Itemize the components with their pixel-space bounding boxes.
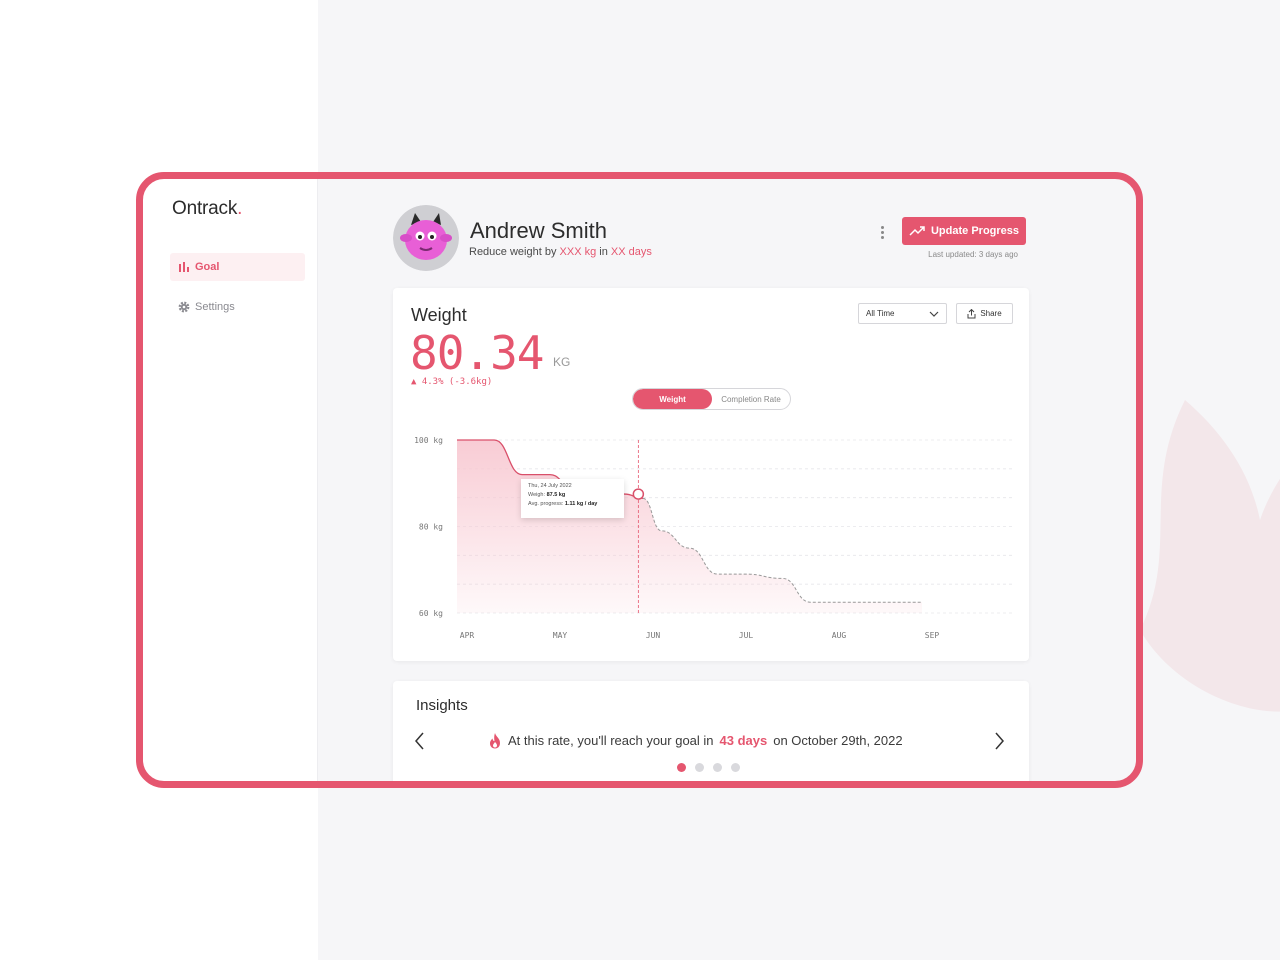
card-title: Weight [411, 305, 467, 325]
pagination-dots [677, 763, 740, 772]
more-dot [880, 225, 884, 229]
insight-prefix: At this rate, you'll reach your goal in [508, 733, 714, 748]
x-tick-label: JUL [739, 631, 754, 640]
x-tick-label: AUG [832, 631, 847, 640]
update-progress-label: Update Progress [930, 225, 1020, 237]
goal-mid: in [599, 246, 608, 258]
insights-title: Insights [416, 697, 468, 714]
triangle-up-icon: ▲ [411, 377, 417, 387]
goal-days: XX days [610, 246, 652, 258]
sidebar-item-label: Goal [195, 261, 220, 273]
y-tick-label: 100 kg [414, 436, 443, 445]
y-axis-ticks: 100 kg 80 kg 60 kg [414, 436, 443, 618]
update-progress-button[interactable]: Update Progress [902, 217, 1026, 245]
x-tick-label: SEP [925, 631, 940, 640]
y-tick-label: 80 kg [419, 523, 443, 532]
chart-toggle: Weight Completion Rate [632, 388, 791, 410]
tooltip-progress-label: Avg. progress: [528, 501, 564, 507]
more-dot [880, 230, 884, 234]
share-button[interactable]: Share [956, 303, 1013, 324]
background-flame-icon [1140, 400, 1280, 712]
avatar [393, 205, 459, 271]
tooltip-weight: Weigh: 87.5 kg [528, 492, 617, 498]
sidebar-item-settings[interactable]: Settings [170, 293, 305, 321]
flame-icon [490, 733, 500, 749]
user-goal: Reduce weight by XXX kg in XX days [469, 246, 652, 258]
weight-unit: KG [553, 355, 571, 369]
time-range-select[interactable]: All Time [858, 303, 947, 324]
pagination-dot[interactable] [695, 763, 704, 772]
sidebar: Ontrack. Goal Settings [140, 176, 318, 784]
sidebar-item-label: Settings [195, 301, 235, 313]
weight-delta: ▲ 4.3% (-3.6kg) [411, 377, 492, 387]
more-options-button[interactable] [872, 222, 892, 242]
time-range-value: All Time [866, 309, 895, 318]
goal-prefix: Reduce weight by [469, 246, 557, 258]
pagination-dot[interactable] [677, 763, 686, 772]
weight-delta-text: 4.3% (-3.6kg) [421, 377, 493, 387]
user-name: Andrew Smith [470, 218, 607, 243]
toggle-completion-rate[interactable]: Completion Rate [721, 394, 781, 404]
bar-chart-icon [179, 262, 189, 272]
tooltip-progress-value: 1.11 kg / day [564, 501, 598, 507]
more-dot [880, 235, 884, 239]
chevron-down-icon [929, 311, 939, 317]
x-axis-ticks: APR MAY JUN JUL AUG SEP [460, 631, 940, 640]
pagination-dot[interactable] [713, 763, 722, 772]
logo-text: Ontrack [172, 198, 238, 219]
weight-card: Weight 80.34 KG ▲ 4.3% (-3.6kg) All Time… [393, 288, 1029, 661]
pagination-dot[interactable] [731, 763, 740, 772]
logo-dot: . [237, 198, 243, 219]
tooltip-progress: Avg. progress: 1.11 kg / day [528, 501, 617, 507]
chevron-left-icon[interactable] [412, 730, 428, 752]
gear-icon [178, 301, 190, 313]
tooltip-weight-label: Weigh: [528, 492, 546, 498]
tooltip-weight-value: 87.5 kg [546, 492, 566, 498]
weight-value: 80.34 [410, 326, 544, 380]
chevron-right-icon[interactable] [991, 730, 1007, 752]
share-label: Share [980, 309, 1002, 318]
insights-card: Insights At this rate, you'll reach your… [393, 681, 1029, 784]
y-tick-label: 60 kg [419, 609, 443, 618]
share-icon [967, 308, 976, 318]
goal-amount: XXX kg [559, 246, 597, 258]
chart-area [457, 440, 922, 613]
highlight-point[interactable] [632, 488, 645, 500]
weight-chart: APR MAY JUN JUL AUG SEP 100 kg 80 kg 60 kg [414, 436, 1013, 640]
x-tick-label: APR [460, 631, 475, 640]
insight-text: At this rate, you'll reach your goal in … [488, 732, 903, 749]
insight-days: 43 days [719, 733, 768, 748]
x-tick-label: MAY [553, 631, 568, 640]
toggle-weight[interactable]: Weight [633, 389, 712, 409]
sidebar-item-goal[interactable]: Goal [170, 253, 305, 281]
logo: Ontrack. [172, 198, 242, 220]
chart-tooltip: Thu, 24 July 2022 Weigh: 87.5 kg Avg. pr… [521, 479, 624, 518]
last-updated: Last updated: 3 days ago [928, 250, 1018, 259]
tooltip-date: Thu, 24 July 2022 [528, 483, 572, 489]
insight-suffix: on October 29th, 2022 [773, 733, 903, 748]
trend-up-icon [909, 226, 925, 236]
x-tick-label: JUN [646, 631, 661, 640]
chart-line-projected [642, 497, 922, 603]
